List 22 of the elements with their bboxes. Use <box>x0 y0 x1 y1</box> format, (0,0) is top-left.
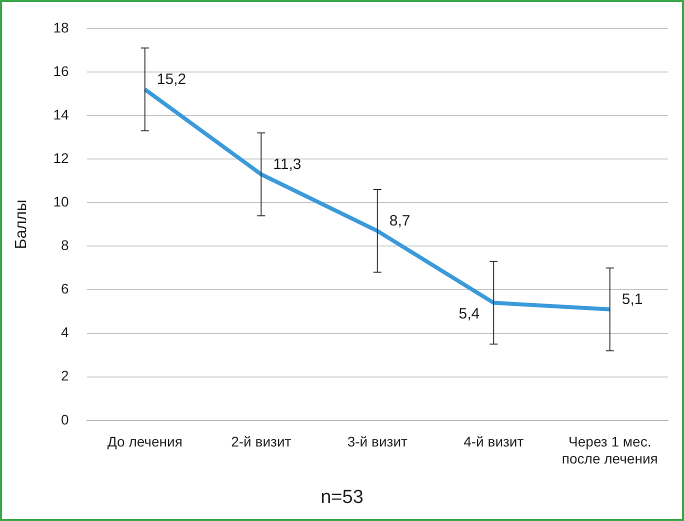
y-tick-label: 4 <box>60 324 69 340</box>
y-tick-label: 2 <box>60 368 69 384</box>
y-tick-label: 6 <box>60 280 69 297</box>
x-tick-label: 2-й визит <box>231 434 292 450</box>
data-label: 5,1 <box>622 290 643 308</box>
x-tick-label: Через 1 мес. после лечения <box>562 434 658 466</box>
y-axis-title: Баллы <box>13 200 30 250</box>
data-label: 5,4 <box>458 305 480 322</box>
data-label: 8,7 <box>389 212 410 230</box>
y-tick-label: 16 <box>53 62 69 79</box>
data-label: 15,2 <box>156 71 186 88</box>
y-tick-label: 10 <box>53 193 69 210</box>
y-tick-label: 8 <box>60 237 69 254</box>
x-tick-label: До лечения <box>107 434 182 450</box>
y-tick-label: 0 <box>60 411 69 428</box>
y-tick-label: 14 <box>53 106 69 122</box>
y-tick-label: 18 <box>53 19 69 36</box>
data-label: 11,3 <box>273 156 302 173</box>
x-tick-label: 3-й визит <box>347 434 408 450</box>
text: n=53 <box>320 487 364 509</box>
y-tick-label: 12 <box>53 150 69 166</box>
x-tick-label: 4-й визит <box>464 434 524 450</box>
